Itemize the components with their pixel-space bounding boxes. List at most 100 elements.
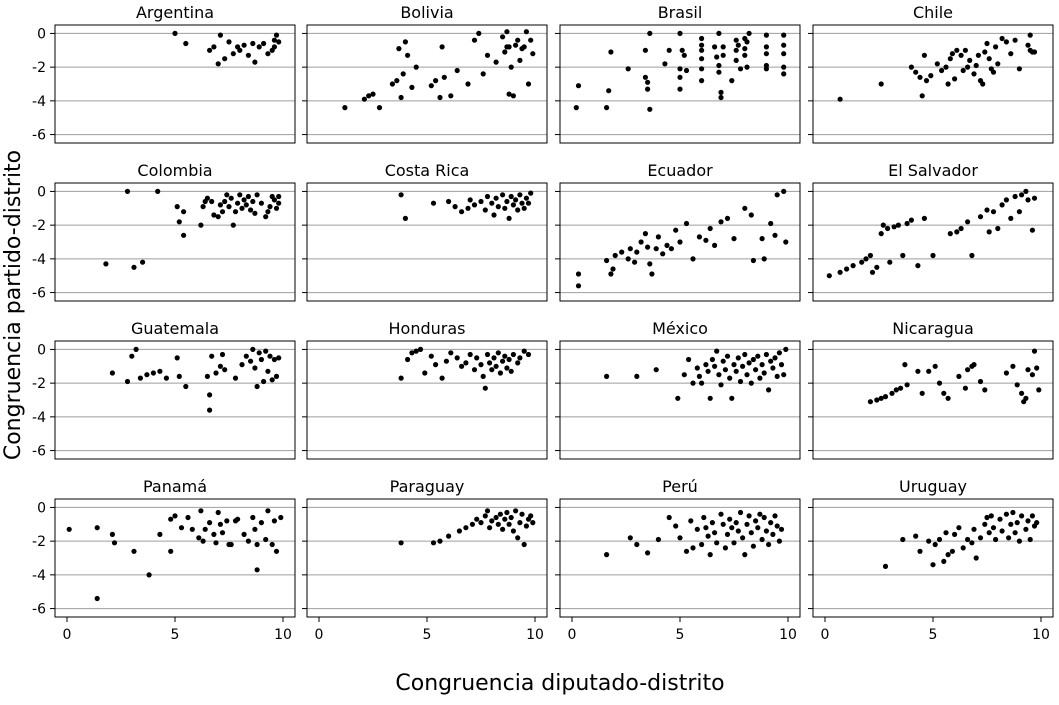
data-point [517,57,523,64]
data-point [677,86,683,92]
data-point [109,531,115,538]
data-point [437,94,443,101]
data-point [766,387,772,393]
data-point [850,263,856,269]
data-point [681,52,687,58]
data-point [675,395,681,401]
data-point [973,555,979,561]
data-point [250,346,256,352]
data-point [744,372,750,378]
data-point [174,204,180,210]
data-point [690,380,696,386]
data-point [111,540,118,546]
panel-title: Honduras [389,319,466,338]
data-point [683,67,690,74]
data-point [653,246,659,252]
x-tick-label: 10 [526,627,544,643]
data-point [772,513,778,519]
data-point [997,516,1003,522]
data-point [265,51,271,57]
data-point [768,358,774,364]
data-point [759,362,765,368]
data-point [133,346,139,352]
data-point [515,535,521,541]
x-tick-label: 5 [423,627,432,643]
data-point [506,521,512,527]
panel-frame [559,340,801,460]
data-point [699,380,705,386]
data-point [510,202,516,208]
data-point [265,508,271,514]
data-point [699,66,705,72]
data-point [770,365,776,371]
data-point [943,530,949,536]
data-point [217,363,223,369]
data-point [530,51,536,57]
data-point [686,356,692,363]
data-point [753,367,759,373]
panel-perú: Perú 0 5 10 [555,477,801,643]
data-point [720,521,726,527]
data-point [993,536,999,543]
data-point [463,360,469,366]
data-point [965,367,971,373]
data-point [513,42,519,48]
data-point [945,81,951,87]
data-point [735,355,741,361]
data-point [844,266,850,272]
data-point [941,558,947,565]
data-point [727,375,733,381]
panel-méxico: México [555,319,801,460]
panel-title: Costa Rica [385,161,470,180]
data-point [482,385,488,391]
data-point [647,106,653,112]
data-point [954,47,960,53]
data-point [487,360,493,366]
data-point [437,538,443,544]
data-point [604,105,610,111]
data-point [699,35,705,42]
data-point [409,350,415,356]
data-point [716,30,722,36]
data-point [783,346,789,352]
data-point [525,200,532,206]
panel-title: Uruguay [899,477,967,496]
data-point [1003,370,1010,376]
data-point [502,353,508,359]
data-point [999,202,1005,208]
data-point [778,362,785,368]
data-point [986,229,992,235]
data-point [746,30,752,36]
data-point [1025,42,1031,48]
data-point [990,209,997,215]
data-point [703,237,709,243]
data-point [1034,520,1040,526]
data-point [276,355,282,361]
data-point [753,518,759,524]
data-point [124,378,131,385]
data-point [958,52,964,58]
data-point [521,541,527,548]
data-point [712,363,718,369]
data-point [239,362,245,368]
data-point [263,214,269,220]
data-point [523,29,530,35]
data-point [140,259,146,265]
data-point [699,78,705,84]
y-tick-label: 0 [37,500,46,516]
data-point [500,358,506,364]
y-tick-label: -4 [32,568,46,584]
data-point [209,198,215,205]
data-point [774,373,780,379]
data-point [612,252,618,259]
data-point [215,509,221,516]
data-point [491,355,497,361]
data-point [476,30,482,36]
data-point [731,540,737,546]
data-point [943,64,949,70]
data-point [949,548,956,554]
data-point [389,81,395,87]
data-point [181,232,187,238]
data-point [525,81,532,87]
data-point [742,351,748,358]
